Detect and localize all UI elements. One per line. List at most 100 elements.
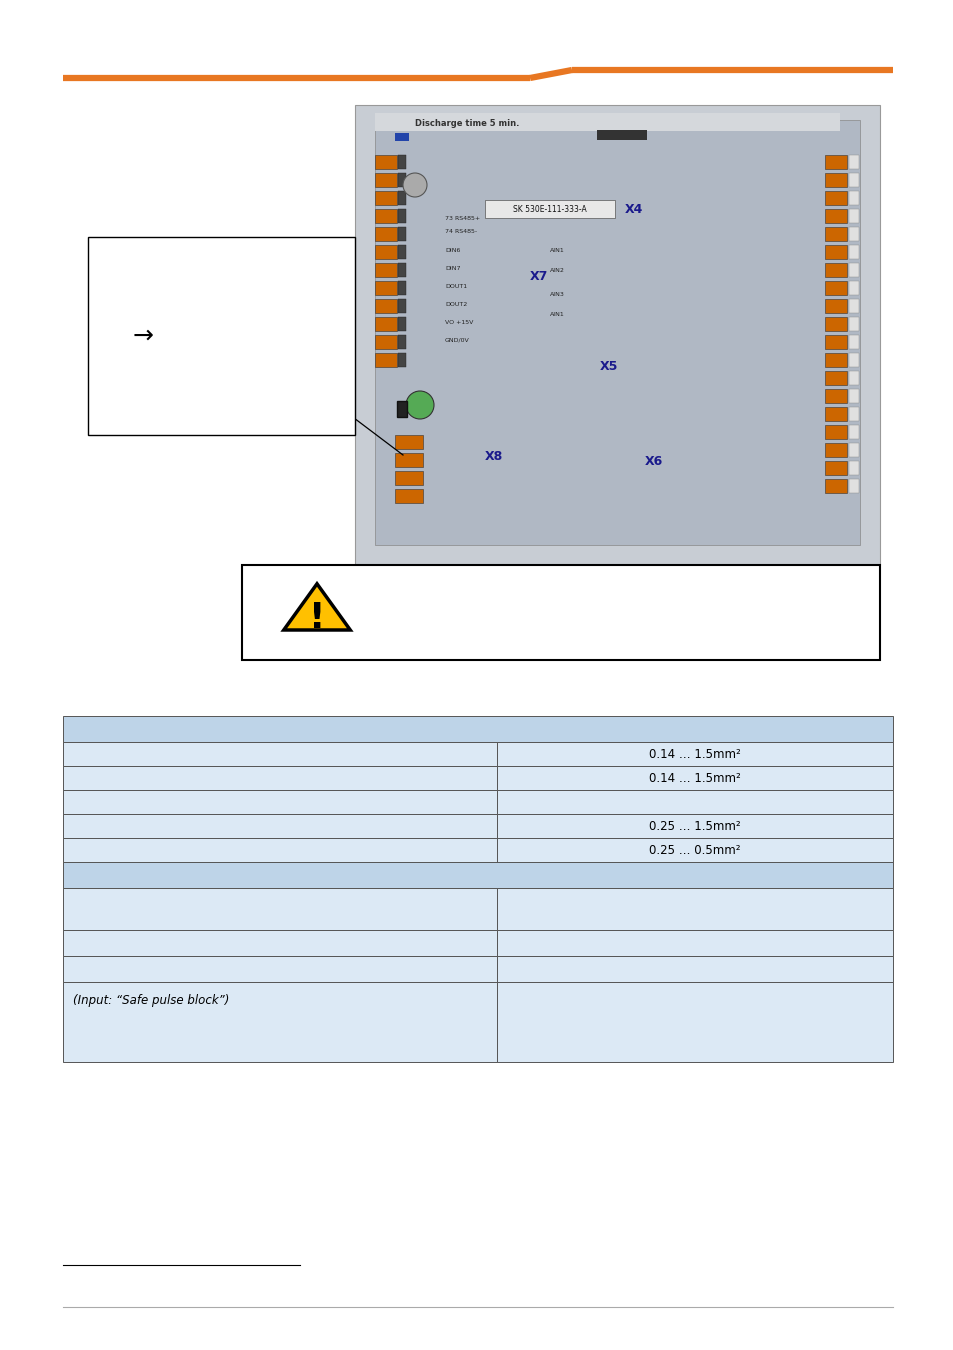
- Bar: [397, 335, 406, 350]
- Text: AIN1: AIN1: [550, 312, 564, 317]
- Bar: [375, 113, 840, 131]
- Bar: [63, 838, 497, 863]
- Bar: [848, 281, 858, 296]
- Bar: [484, 200, 615, 217]
- Bar: [597, 130, 646, 140]
- Bar: [397, 317, 406, 331]
- Bar: [375, 317, 396, 331]
- Bar: [395, 134, 409, 140]
- Text: VO +15V: VO +15V: [444, 320, 473, 324]
- Bar: [848, 173, 858, 188]
- Bar: [848, 244, 858, 259]
- Bar: [63, 716, 892, 742]
- Bar: [63, 743, 497, 765]
- Bar: [824, 352, 846, 367]
- Bar: [824, 190, 846, 205]
- Bar: [397, 352, 406, 367]
- Bar: [63, 863, 892, 888]
- Bar: [375, 281, 396, 296]
- Text: AIN1: AIN1: [550, 247, 564, 252]
- Bar: [848, 298, 858, 313]
- Bar: [848, 406, 858, 421]
- Bar: [375, 298, 396, 313]
- Bar: [88, 238, 355, 435]
- Bar: [395, 489, 422, 504]
- Bar: [497, 765, 892, 790]
- Bar: [824, 479, 846, 493]
- Bar: [63, 888, 497, 930]
- Circle shape: [402, 173, 427, 197]
- Bar: [824, 460, 846, 475]
- Bar: [848, 460, 858, 475]
- Bar: [824, 425, 846, 439]
- Bar: [63, 790, 497, 814]
- Bar: [375, 227, 396, 242]
- Text: DOUT2: DOUT2: [444, 301, 467, 306]
- Bar: [397, 244, 406, 259]
- Text: X4: X4: [624, 202, 642, 216]
- Bar: [375, 335, 396, 350]
- Bar: [824, 281, 846, 296]
- Bar: [63, 814, 497, 838]
- Bar: [375, 120, 859, 545]
- Bar: [497, 930, 892, 956]
- Bar: [397, 298, 406, 313]
- Text: !: !: [309, 601, 325, 634]
- Bar: [824, 406, 846, 421]
- Bar: [397, 173, 406, 188]
- Bar: [848, 479, 858, 493]
- Bar: [497, 790, 892, 814]
- Bar: [824, 317, 846, 331]
- Text: 0.25 … 1.5mm²: 0.25 … 1.5mm²: [648, 819, 740, 833]
- Text: →: →: [132, 324, 153, 348]
- Bar: [375, 190, 396, 205]
- Circle shape: [406, 392, 434, 418]
- Bar: [397, 263, 406, 277]
- Text: X8: X8: [484, 450, 503, 463]
- Bar: [63, 765, 497, 790]
- Bar: [375, 173, 396, 188]
- Bar: [397, 155, 406, 169]
- Bar: [824, 389, 846, 404]
- Bar: [848, 335, 858, 350]
- Bar: [395, 454, 422, 467]
- Bar: [375, 155, 396, 169]
- Bar: [848, 263, 858, 277]
- Bar: [497, 981, 892, 1062]
- Bar: [824, 227, 846, 242]
- Text: 73 RS485+: 73 RS485+: [444, 216, 479, 221]
- Bar: [848, 227, 858, 242]
- Bar: [824, 371, 846, 385]
- Bar: [375, 352, 396, 367]
- Text: 0.14 … 1.5mm²: 0.14 … 1.5mm²: [648, 771, 740, 784]
- Text: SK 530E-111-333-A: SK 530E-111-333-A: [513, 204, 586, 213]
- Bar: [397, 190, 406, 205]
- Bar: [63, 956, 497, 981]
- Polygon shape: [283, 583, 350, 630]
- Bar: [848, 155, 858, 169]
- Text: GND/0V: GND/0V: [444, 338, 469, 343]
- Text: 0.14 … 1.5mm²: 0.14 … 1.5mm²: [648, 748, 740, 760]
- Bar: [824, 244, 846, 259]
- Text: DOUT1: DOUT1: [444, 284, 467, 289]
- Bar: [355, 105, 879, 566]
- Bar: [397, 281, 406, 296]
- Text: AIN2: AIN2: [550, 267, 564, 273]
- Text: (Input: “Safe pulse block”): (Input: “Safe pulse block”): [73, 994, 229, 1007]
- Text: X7: X7: [530, 270, 548, 284]
- Text: X5: X5: [599, 360, 618, 373]
- Text: Discharge time 5 min.: Discharge time 5 min.: [415, 119, 518, 127]
- Text: 0.25 … 0.5mm²: 0.25 … 0.5mm²: [649, 844, 740, 856]
- Bar: [497, 888, 892, 930]
- Bar: [824, 209, 846, 223]
- Text: DIN6: DIN6: [444, 247, 460, 252]
- Bar: [848, 443, 858, 458]
- Bar: [497, 743, 892, 765]
- Bar: [848, 352, 858, 367]
- Bar: [848, 371, 858, 385]
- Bar: [848, 209, 858, 223]
- Bar: [396, 401, 407, 417]
- Bar: [824, 155, 846, 169]
- Bar: [63, 981, 497, 1062]
- Bar: [824, 443, 846, 458]
